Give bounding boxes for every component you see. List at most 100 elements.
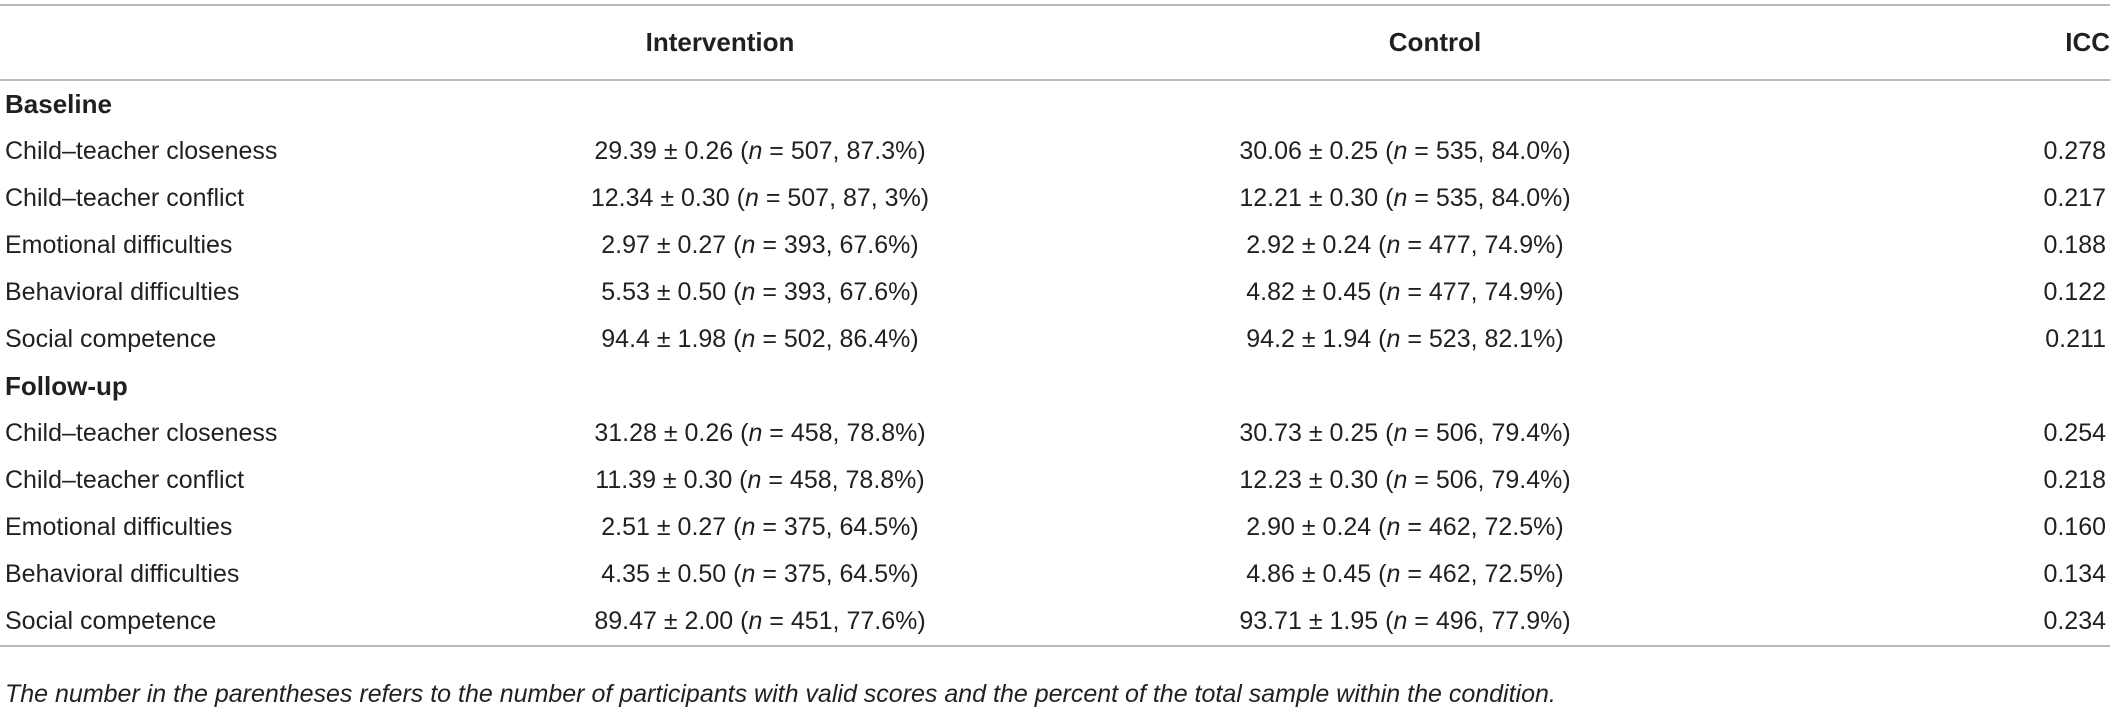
intervention-count: = 393, 67.6%) [755, 231, 919, 259]
section-title: Baseline [5, 89, 112, 119]
control-n-symbol: n [1393, 184, 1408, 212]
control-count: = 496, 77.9%) [1407, 607, 1571, 635]
row-label: Behavioral difficulties [5, 560, 240, 588]
control-count: = 523, 82.1%) [1400, 325, 1564, 353]
control-count: = 477, 74.9%) [1400, 231, 1564, 259]
intervention-n-symbol: n [741, 278, 756, 306]
intervention-n-symbol: n [744, 184, 759, 212]
table-row: Behavioral difficulties 5.53 ± 0.50 (n = … [0, 269, 2110, 316]
table-row: Child–teacher closeness 31.28 ± 0.26 (n =… [0, 410, 2110, 457]
icc-value: 0.188 [2043, 231, 2106, 259]
intervention-n-symbol: n [741, 560, 756, 588]
icc-value: 0.122 [2043, 278, 2106, 306]
intervention-count: = 458, 78.8%) [761, 466, 925, 494]
control-stat: 2.92 ± 0.24 ( [1246, 231, 1387, 259]
intervention-count: = 458, 78.8%) [762, 419, 926, 447]
control-stat: 93.71 ± 1.95 ( [1239, 607, 1394, 635]
intervention-count: = 507, 87.3%) [762, 137, 926, 165]
intervention-stat: 11.39 ± 0.30 ( [595, 466, 748, 494]
control-n-symbol: n [1386, 513, 1401, 541]
row-label: Child–teacher conflict [5, 466, 245, 494]
results-table: Intervention Control ICC Baseline Child–t… [0, 4, 2110, 647]
intervention-n-symbol: n [748, 607, 763, 635]
intervention-n-symbol: n [748, 419, 763, 447]
intervention-stat: 94.4 ± 1.98 ( [601, 325, 742, 353]
control-count: = 462, 72.5%) [1400, 513, 1564, 541]
control-stat: 12.23 ± 0.30 ( [1239, 466, 1394, 494]
control-n-symbol: n [1386, 325, 1401, 353]
table-row: Child–teacher conflict 12.34 ± 0.30 (n = … [0, 175, 2110, 222]
intervention-value: 29.39 ± 0.26 (n = 507, 87.3%) [430, 128, 1010, 175]
control-stat: 30.73 ± 0.25 ( [1239, 419, 1394, 447]
intervention-value: 12.34 ± 0.30 (n = 507, 87, 3%) [430, 175, 1010, 222]
control-stat: 4.86 ± 0.45 ( [1246, 560, 1387, 588]
intervention-value: 2.51 ± 0.27 (n = 375, 64.5%) [430, 504, 1010, 551]
table-row: Emotional difficulties 2.97 ± 0.27 (n = 3… [0, 222, 2110, 269]
table-row: Behavioral difficulties 4.35 ± 0.50 (n = … [0, 551, 2110, 598]
intervention-n-symbol: n [741, 231, 756, 259]
icc-value: 0.211 [2045, 325, 2106, 353]
icc-value: 0.218 [2043, 466, 2106, 494]
intervention-stat: 2.97 ± 0.27 ( [601, 231, 742, 259]
intervention-count: = 375, 64.5%) [755, 513, 919, 541]
intervention-n-symbol: n [741, 325, 756, 353]
table-row: Child–teacher closeness 29.39 ± 0.26 (n =… [0, 128, 2110, 175]
icc-value: 0.278 [2043, 137, 2106, 165]
intervention-count: = 507, 87, 3%) [758, 184, 930, 212]
intervention-count: = 393, 67.6%) [755, 278, 919, 306]
control-n-symbol: n [1386, 560, 1401, 588]
intervention-count: = 451, 77.6%) [762, 607, 926, 635]
intervention-stat: 29.39 ± 0.26 ( [594, 137, 749, 165]
control-value: 30.73 ± 0.25 (n = 506, 79.4%) [1010, 410, 1860, 457]
intervention-n-symbol: n [748, 137, 763, 165]
icc-value: 0.160 [2043, 513, 2106, 541]
header-intervention: Intervention [430, 4, 1010, 81]
control-count: = 477, 74.9%) [1400, 278, 1564, 306]
table-row: Emotional difficulties 2.51 ± 0.27 (n = 3… [0, 504, 2110, 551]
control-n-symbol: n [1386, 278, 1401, 306]
intervention-value: 94.4 ± 1.98 (n = 502, 86.4%) [430, 316, 1010, 363]
row-label: Child–teacher closeness [5, 419, 278, 447]
control-value: 12.23 ± 0.30 (n = 506, 79.4%) [1010, 457, 1860, 504]
control-count: = 535, 84.0%) [1407, 137, 1571, 165]
table-row: Child–teacher conflict 11.39 ± 0.30 (n = … [0, 457, 2110, 504]
intervention-value: 2.97 ± 0.27 (n = 393, 67.6%) [430, 222, 1010, 269]
header-control: Control [1010, 4, 1860, 81]
table-row: Social competence 89.47 ± 2.00 (n = 451, … [0, 598, 2110, 647]
row-label: Social competence [0, 598, 430, 647]
control-count: = 506, 79.4%) [1407, 419, 1571, 447]
icc-value: 0.134 [2043, 560, 2106, 588]
control-value: 12.21 ± 0.30 (n = 535, 84.0%) [1010, 175, 1860, 222]
icc-value: 0.234 [1860, 598, 2110, 647]
table-footnote: The number in the parentheses refers to … [5, 680, 1556, 708]
control-stat: 94.2 ± 1.94 ( [1246, 325, 1387, 353]
intervention-stat: 4.35 ± 0.50 ( [601, 560, 742, 588]
intervention-value: 31.28 ± 0.26 (n = 458, 78.8%) [430, 410, 1010, 457]
icc-value: 0.254 [2043, 419, 2106, 447]
section-header-row: Follow-up [0, 363, 2110, 410]
intervention-n-symbol: n [747, 466, 762, 494]
control-count: = 462, 72.5%) [1400, 560, 1564, 588]
control-value: 93.71 ± 1.95 (n = 496, 77.9%) [1010, 598, 1860, 647]
intervention-stat: 5.53 ± 0.50 ( [601, 278, 742, 306]
intervention-value: 4.35 ± 0.50 (n = 375, 64.5%) [430, 551, 1010, 598]
control-n-symbol: n [1393, 137, 1408, 165]
intervention-stat: 2.51 ± 0.27 ( [601, 513, 742, 541]
table-header-row: Intervention Control ICC [0, 4, 2110, 81]
control-stat: 12.21 ± 0.30 ( [1239, 184, 1394, 212]
section-header-row: Baseline [0, 80, 2110, 128]
control-n-symbol: n [1393, 607, 1408, 635]
table-row: Social competence 94.4 ± 1.98 (n = 502, 8… [0, 316, 2110, 363]
control-value: 2.90 ± 0.24 (n = 462, 72.5%) [1010, 504, 1860, 551]
intervention-value: 11.39 ± 0.30 (n = 458, 78.8%) [430, 457, 1010, 504]
control-stat: 30.06 ± 0.25 ( [1239, 137, 1394, 165]
control-n-symbol: n [1386, 231, 1401, 259]
control-n-symbol: n [1393, 419, 1408, 447]
control-stat: 2.90 ± 0.24 ( [1246, 513, 1387, 541]
control-value: 94.2 ± 1.94 (n = 523, 82.1%) [1010, 316, 1860, 363]
header-icc: ICC [1860, 4, 2110, 81]
header-label [0, 4, 430, 81]
control-n-symbol: n [1393, 466, 1408, 494]
row-label: Emotional difficulties [5, 513, 233, 541]
